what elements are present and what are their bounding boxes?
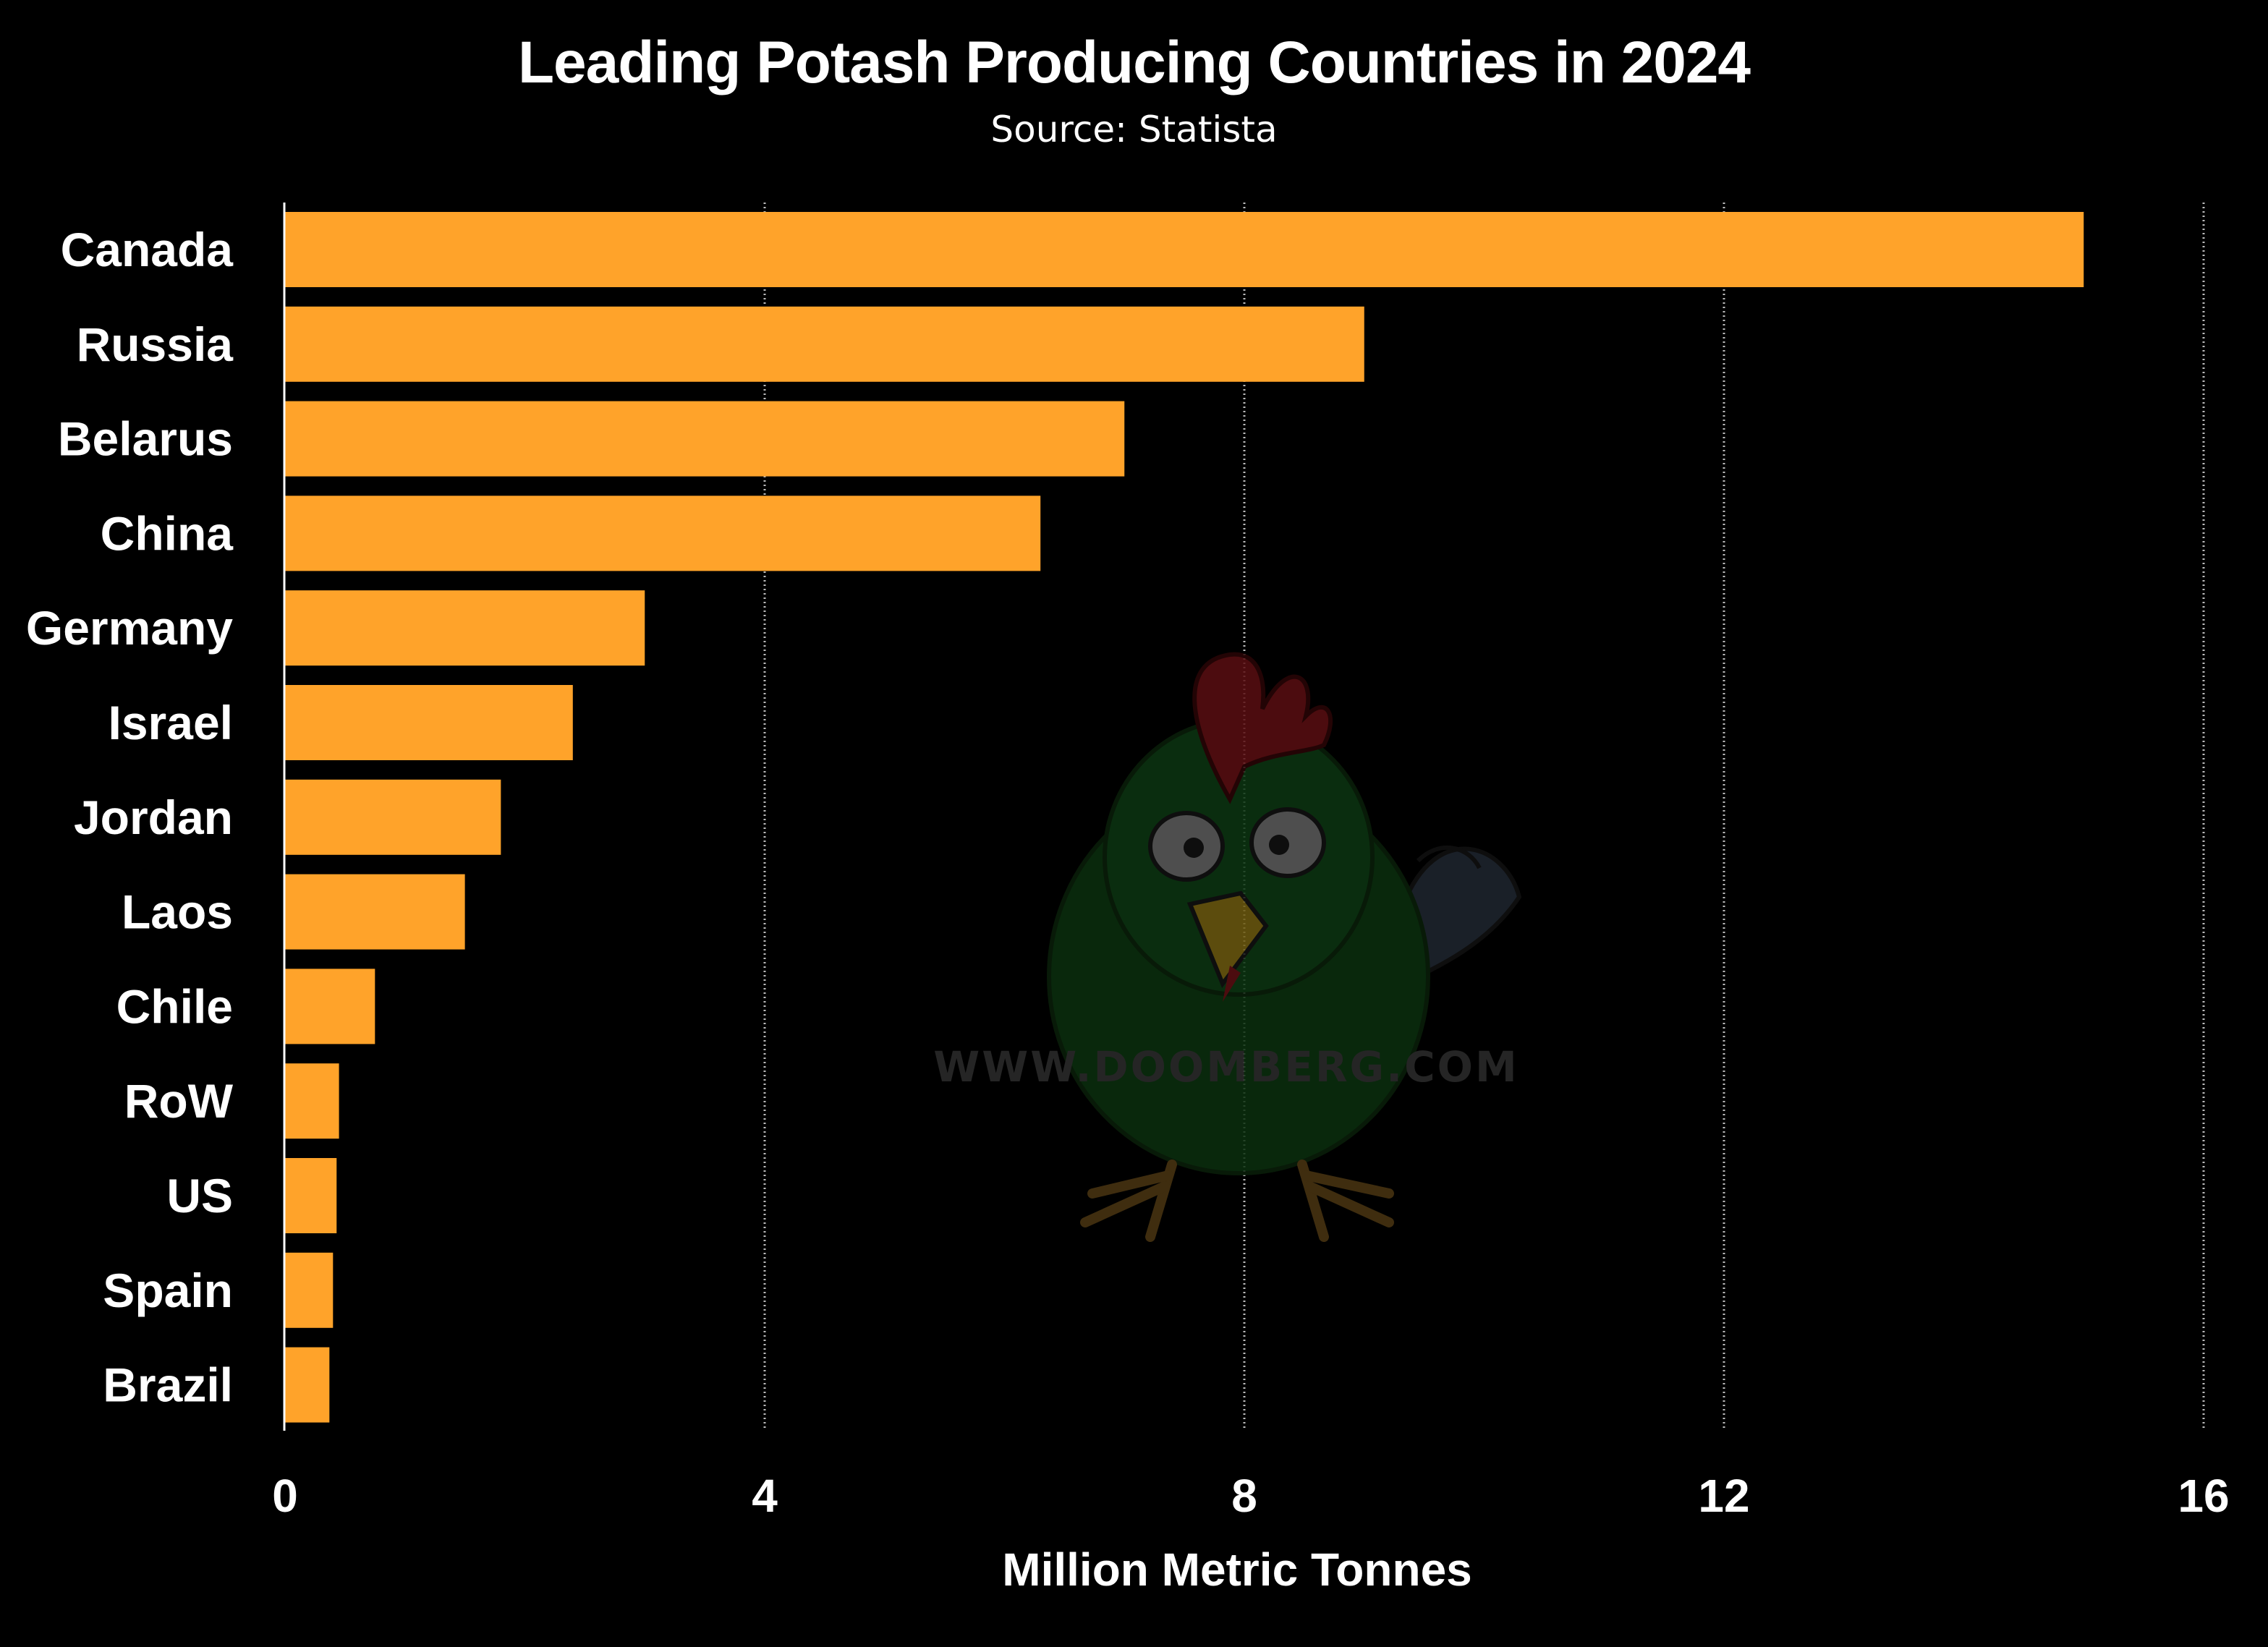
x-tick-label: 8 (1231, 1470, 1257, 1522)
category-label: Laos (122, 885, 233, 939)
bar-israel (285, 685, 573, 760)
chart-title: Leading Potash Producing Countries in 20… (517, 30, 1751, 95)
category-label: Israel (109, 696, 233, 749)
category-label: China (101, 506, 234, 560)
category-label: US (166, 1169, 233, 1222)
category-label: Germany (26, 601, 233, 655)
x-tick-label: 16 (2178, 1470, 2229, 1522)
category-label: Chile (116, 979, 233, 1033)
bar-germany (285, 590, 645, 666)
x-tick-labels: 0 4 8 12 16 (272, 1470, 2229, 1522)
bar-brazil (285, 1347, 330, 1423)
bar-us (285, 1158, 337, 1233)
x-axis-title: Million Metric Tonnes (1002, 1544, 1472, 1596)
chart-subtitle: Source: Statista (990, 108, 1278, 150)
bar-china (285, 495, 1041, 571)
bar-russia (285, 306, 1364, 382)
bar-chile (285, 969, 375, 1044)
bar-jordan (285, 779, 501, 855)
watermark-text: WWW.DOOMBERG.COM (933, 1042, 1519, 1091)
category-label: Russia (77, 318, 234, 371)
bars (285, 212, 2084, 1423)
grid-lines (763, 203, 2205, 1431)
x-tick-label: 0 (272, 1470, 298, 1522)
category-label: Jordan (74, 791, 233, 844)
category-label: Canada (61, 223, 234, 276)
bar-row (285, 1063, 339, 1139)
x-tick-label: 4 (752, 1470, 778, 1522)
x-tick-label: 12 (1698, 1470, 1749, 1522)
category-labels: Canada Russia Belarus China Germany Israel Jor… (26, 223, 234, 1412)
bar-spain (285, 1252, 334, 1328)
rooster-icon: WWW.DOOMBERG.COM (933, 652, 1522, 1242)
category-label: Brazil (103, 1358, 233, 1412)
bar-canada (285, 212, 2084, 287)
category-label: Belarus (58, 412, 233, 466)
bar-belarus (285, 401, 1125, 477)
category-label: Spain (103, 1264, 233, 1317)
bar-laos (285, 874, 465, 950)
category-label: RoW (124, 1074, 234, 1128)
